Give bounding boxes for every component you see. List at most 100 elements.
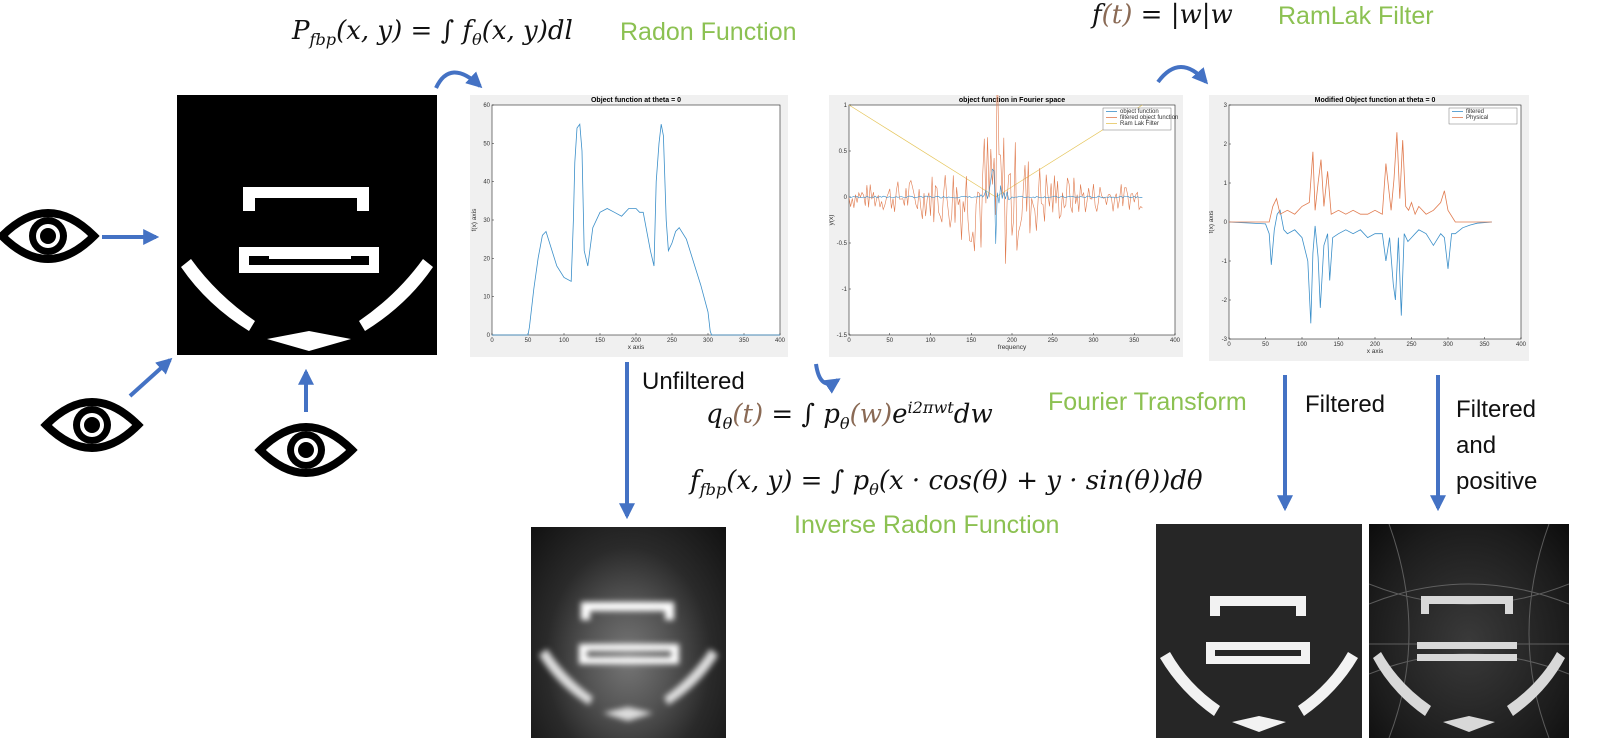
ramlak-label: RamLak Filter: [1278, 2, 1434, 30]
y-tick-label: 1: [844, 103, 848, 109]
y-tick-label: 50: [483, 141, 490, 147]
x-tick-label: 50: [886, 338, 893, 344]
fourier-formula: qθ(t) = ∫ pθ(w)ei2πwtdw: [706, 398, 993, 433]
chart-fourier-space: object function in Fourier space 0 50 100 15…: [829, 95, 1183, 357]
x-tick-label: 0: [1227, 342, 1231, 348]
legend-entry: Physical: [1466, 115, 1488, 121]
chart-object-function-svg: Object function at theta = 0 0 50 100 150 200…: [471, 97, 786, 351]
x-tick-label: 150: [595, 338, 606, 344]
reconstruction-filtered: [1156, 524, 1362, 738]
y-tick-label: -0.5: [837, 241, 848, 247]
eye-icon-bottom: [254, 423, 358, 477]
x-axis-label: x axis: [628, 344, 645, 351]
y-tick-label: -3: [1222, 337, 1228, 343]
y-axis-label: f(x) axis: [1209, 210, 1215, 234]
series-line-filtered-object: [848, 95, 1143, 264]
recon-unfiltered-shapes: [539, 602, 718, 721]
x-tick-label: 150: [1333, 342, 1344, 348]
chart-modified-object-function: Modified Object function at theta = 0 0 50…: [1209, 95, 1529, 361]
reconstruction-filtered-positive: [1368, 523, 1570, 739]
legend-box: [1102, 107, 1172, 131]
filtered-positive-line-3: positive: [1456, 468, 1538, 495]
series-line-physical: [1229, 132, 1492, 223]
curved-arrow-ramlak: [1156, 65, 1209, 85]
chart-fourier-space-svg: object function in Fourier space 0 50 100 15…: [829, 95, 1181, 351]
legend-entry: filtered: [1466, 109, 1484, 115]
filtered-positive-line-2: and: [1456, 432, 1497, 459]
inverse-radon-label: Inverse Radon Function: [794, 511, 1060, 539]
x-tick-label: 350: [1479, 342, 1490, 348]
radon-label: Radon Function: [620, 18, 797, 46]
y-tick-label: -1: [1222, 259, 1228, 265]
y-tick-label: 2: [1224, 142, 1228, 148]
phantom-shapes: [181, 187, 433, 351]
x-tick-label: 350: [1129, 338, 1140, 344]
x-tick-label: 250: [1406, 342, 1417, 348]
y-tick-label: 0: [844, 195, 848, 201]
series-line-object: [848, 168, 1143, 244]
x-tick-label: 100: [559, 338, 570, 344]
y-tick-label: -1: [842, 287, 848, 293]
chart-title: Object function at theta = 0: [591, 97, 681, 104]
legend-entry: object function: [1120, 109, 1159, 115]
chart-object-function: Object function at theta = 0 0 50 100 150 200…: [470, 95, 788, 357]
x-tick-label: 100: [925, 338, 936, 344]
series-line-object-function: [492, 123, 780, 336]
unfiltered-label: Unfiltered: [642, 368, 745, 395]
series-line-filtered: [1228, 209, 1492, 324]
plot-area: [491, 104, 781, 336]
x-tick-label: 0: [847, 338, 851, 344]
y-axis-label: y(x): [829, 215, 835, 226]
ramlak-formula: f(t) = |w|w: [1092, 0, 1233, 30]
x-tick-label: 200: [631, 338, 642, 344]
x-tick-label: 50: [1262, 342, 1269, 348]
arrow-eye-bottom-left: [128, 357, 173, 398]
y-axis-label: f(x) axis: [471, 208, 478, 232]
reconstruction-unfiltered: [531, 527, 726, 738]
filtered-label: Filtered: [1305, 391, 1386, 418]
x-tick-label: 200: [1007, 338, 1018, 344]
recon-filtered-positive-shapes: [1368, 523, 1570, 739]
fourier-label: Fourier Transform: [1048, 388, 1247, 416]
chart-modified-object-function-svg: Modified Object function at theta = 0 0 50…: [1209, 97, 1527, 355]
curved-arrow-fourier: [814, 363, 841, 394]
radon-formula: Pfbp(x, y) = ∫ fθ(x, y)dl: [292, 16, 573, 50]
y-tick-label: 0: [487, 333, 491, 339]
y-tick-label: 20: [483, 256, 490, 262]
y-tick-label: 60: [483, 103, 490, 109]
y-tick-label: -1.5: [837, 333, 848, 339]
x-tick-label: 250: [667, 338, 678, 344]
eye-icon-left: [0, 209, 100, 263]
legend-entry: Ram Lak Filter: [1120, 121, 1159, 127]
legend-entry: filtered object function: [1120, 115, 1178, 121]
y-tick-label: 3: [1224, 103, 1228, 109]
x-tick-label: 50: [525, 338, 532, 344]
filtered-positive-line-1: Filtered: [1456, 396, 1537, 423]
plot-area: [848, 104, 1176, 336]
y-tick-label: 40: [483, 180, 490, 186]
y-tick-label: 10: [483, 295, 490, 301]
x-tick-label: 300: [1443, 342, 1454, 348]
x-tick-label: 400: [775, 338, 786, 344]
y-tick-label: 0.5: [839, 149, 848, 155]
eye-icon-bottom-left: [40, 398, 144, 452]
phantom-image: [177, 95, 437, 355]
x-tick-label: 300: [703, 338, 714, 344]
y-tick-label: 30: [483, 218, 490, 224]
x-tick-label: 350: [739, 338, 750, 344]
filtered-positive-label: Filtered and positive: [1456, 392, 1537, 500]
y-tick-label: 1: [1224, 181, 1228, 187]
recon-filtered-shapes: [1160, 596, 1358, 732]
x-tick-label: 300: [1088, 338, 1099, 344]
x-tick-label: 400: [1516, 342, 1527, 348]
curved-arrow-radon: [434, 70, 483, 89]
x-tick-label: 250: [1048, 338, 1059, 344]
x-tick-label: 400: [1170, 338, 1181, 344]
x-tick-label: 150: [966, 338, 977, 344]
x-tick-label: 100: [1297, 342, 1308, 348]
chart-title: Modified Object function at theta = 0: [1315, 97, 1436, 104]
inverse-radon-formula: ffbp(x, y) = ∫ pθ(x · cos(θ) + y · sin(θ…: [690, 466, 1203, 500]
y-tick-label: 0: [1224, 220, 1228, 226]
x-axis-label: x axis: [1367, 348, 1384, 355]
